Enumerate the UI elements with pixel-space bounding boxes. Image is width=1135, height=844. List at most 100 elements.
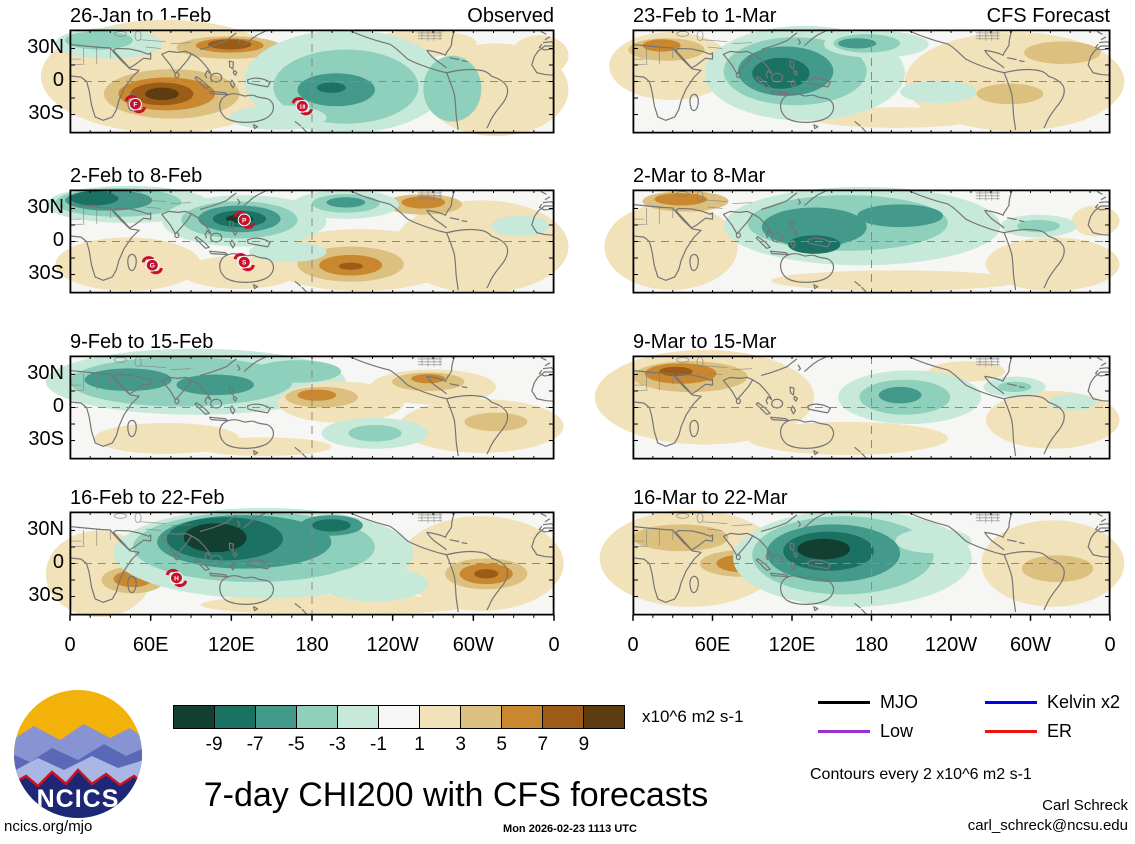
x-axis-label: 60W <box>452 634 494 656</box>
y-axis-label: 30S <box>28 584 64 606</box>
panel-title-row: 16-Feb to 22-Feb <box>70 486 554 512</box>
panel-title: 2-Feb to 8-Feb <box>70 165 203 187</box>
colorbar-tick-label: 3 <box>455 734 466 755</box>
y-axis-label: 30N <box>27 362 64 384</box>
panel-title: 23-Feb to 1-Mar <box>633 5 777 27</box>
legend-label: Kelvin x2 <box>1047 692 1121 712</box>
x-axis-label: 0 <box>548 634 560 656</box>
y-axis-label: 30S <box>28 262 64 284</box>
x-axis-label: 0 <box>627 634 639 656</box>
panel-tag: Observed <box>467 5 554 27</box>
panel-title: 2-Mar to 8-Mar <box>633 165 766 187</box>
colorbar-cell <box>461 706 502 728</box>
map-panel: 9-Mar to 15-Mar <box>594 330 1120 459</box>
tropical-cyclone-icon: G <box>143 258 161 273</box>
x-axis-label: 0 <box>64 634 76 656</box>
tropical-cyclone-icon: H <box>167 570 185 585</box>
x-axis-label: 120E <box>207 634 255 656</box>
colorbar-cell <box>584 706 624 728</box>
colorbar-cell <box>543 706 584 728</box>
tropical-cyclone-icon: 18 <box>293 99 311 114</box>
svg-text:S: S <box>242 260 247 267</box>
colorbar-cell <box>338 706 379 728</box>
svg-text:H: H <box>174 575 179 582</box>
x-axis-label: 180 <box>854 634 889 656</box>
legend-label: ER <box>1047 721 1073 741</box>
map-svg <box>609 25 1125 133</box>
tropical-cyclone-icon: F <box>126 97 144 112</box>
x-axis-label: 120E <box>768 634 816 656</box>
timestamp: Mon 2026-02-23 1113 UTC <box>503 823 637 835</box>
panel-title: 9-Feb to 15-Feb <box>70 331 214 353</box>
colorbar-cell <box>174 706 215 728</box>
tropical-cyclone-icon: S <box>235 255 253 270</box>
legend-line-low <box>818 730 870 733</box>
map-panel: 16-Feb to 22-Feb H <box>45 486 564 615</box>
x-axis-label: 180 <box>295 634 329 656</box>
map-svg: H <box>45 507 564 615</box>
colorbar-tick-label: -9 <box>205 734 223 755</box>
panel-title: 16-Mar to 22-Mar <box>633 487 788 509</box>
ncics-logo: NCICS <box>12 688 144 825</box>
colorbar-tick-label: 5 <box>496 734 507 755</box>
svg-text:G: G <box>150 263 155 270</box>
x-axis-label: 60E <box>694 634 731 656</box>
map-panel: 2-Mar to 8-Mar <box>604 164 1120 293</box>
y-axis-label: 30N <box>27 518 64 540</box>
y-axis-label: 30N <box>27 196 64 218</box>
ncics-logo-text: NCICS <box>37 785 120 813</box>
contours-note: Contours every 2 x10^6 m2 s-1 <box>810 766 1032 783</box>
map-panel: 2-Feb to 8-Feb P G S <box>45 164 569 293</box>
y-axis-label: 30N <box>27 36 64 58</box>
x-axis-label: 60W <box>1009 634 1052 656</box>
colorbar-tick-label: 9 <box>578 734 590 755</box>
y-axis-label: 0 <box>52 69 64 91</box>
x-axis-label: 60E <box>132 634 169 656</box>
x-axis-label: 0 <box>1104 634 1116 656</box>
panel-title-row: 9-Mar to 15-Mar <box>633 330 1110 356</box>
map-svg <box>604 186 1120 293</box>
legend-line-mjo <box>818 701 870 704</box>
panel-title-row: 23-Feb to 1-Mar CFS Forecast <box>633 4 1110 30</box>
panel-title-row: 2-Feb to 8-Feb <box>70 164 554 190</box>
panel-title: 16-Feb to 22-Feb <box>70 487 225 509</box>
panel-tag: CFS Forecast <box>986 5 1110 27</box>
colorbar-cell <box>420 706 461 728</box>
y-axis-label: 0 <box>52 551 64 573</box>
legend-line-er <box>985 730 1037 733</box>
panel-title-row: 9-Feb to 15-Feb <box>70 330 554 356</box>
main-title: 7-day CHI200 with CFS forecasts <box>203 776 709 814</box>
colorbar-tick-label: -3 <box>328 734 346 755</box>
colorbar-cell <box>379 706 420 728</box>
y-axis-label: 30S <box>28 428 64 450</box>
map-svg <box>599 509 1125 615</box>
x-axis-label: 120W <box>924 634 978 656</box>
panel-title: 9-Mar to 15-Mar <box>633 331 777 353</box>
colorbar-tick-label: -5 <box>287 734 305 755</box>
y-axis-label: 0 <box>52 229 64 251</box>
y-axis-label: 30S <box>28 102 64 124</box>
svg-text:F: F <box>133 102 137 109</box>
map-panel: 16-Mar to 22-Mar <box>599 486 1125 615</box>
y-axis-label: 0 <box>52 395 64 417</box>
colorbar-units-label: x10^6 m2 s-1 <box>642 707 744 726</box>
author-email: carl_schreck@ncsu.edu <box>967 817 1128 834</box>
colorbar-tick-label: 1 <box>414 734 425 755</box>
map-svg <box>45 348 564 459</box>
colorbar <box>173 705 625 729</box>
map-svg <box>594 349 1120 459</box>
author-name: Carl Schreck <box>1042 797 1128 814</box>
svg-text:18: 18 <box>299 105 305 111</box>
colorbar-cell <box>215 706 256 728</box>
map-panel: 26-Jan to 1-Feb Observed F 18 <box>40 4 569 137</box>
colorbar-tick-label: 7 <box>537 734 549 755</box>
map-panel: 23-Feb to 1-Mar CFS Forecast <box>609 4 1125 133</box>
panel-title-row: 2-Mar to 8-Mar <box>633 164 1110 190</box>
colorbar-cell <box>502 706 543 728</box>
svg-text:P: P <box>242 217 247 224</box>
x-axis-label: 120W <box>366 634 419 656</box>
colorbar-tick-label: -1 <box>370 734 387 755</box>
legend-label: Low <box>880 721 914 741</box>
site-url: ncics.org/mjo <box>4 818 93 835</box>
